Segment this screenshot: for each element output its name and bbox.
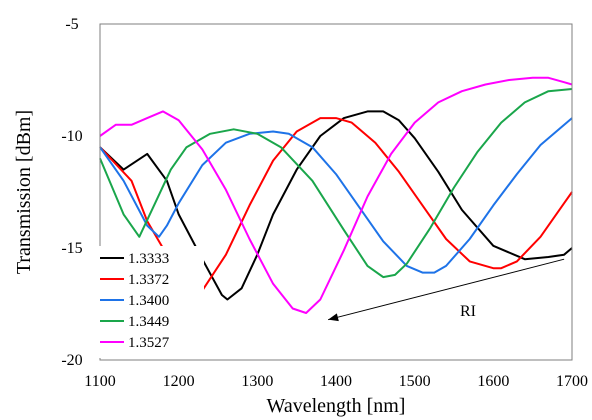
- x-tick-label: 1700: [556, 373, 588, 390]
- x-tick-label: 1400: [320, 373, 352, 390]
- legend-label-0: 1.3333: [128, 251, 169, 267]
- y-tick-label: -15: [61, 240, 82, 257]
- ri-annotation-label: RI: [460, 303, 476, 320]
- tick-layer: 1100 1200 1300 1400 1500 1600 1700 -5 -10 -15 -20: [61, 16, 588, 390]
- x-tick-label: 1200: [163, 373, 195, 390]
- legend-label-1: 1.3372: [128, 272, 169, 288]
- legend-label-2: 1.3400: [128, 293, 169, 309]
- y-axis-title: Transmission [dBm]: [13, 110, 35, 274]
- plot-frame: [99, 23, 573, 361]
- series-line-4: [99, 76, 573, 314]
- legend-box: [96, 246, 204, 358]
- legend: 1.3333 1.3372 1.3400 1.3449 1.3527: [96, 246, 204, 358]
- series-line-2: [99, 117, 573, 274]
- y-tick-label: -10: [61, 128, 82, 145]
- series-line-0: [99, 110, 573, 301]
- ri-arrow-head: [328, 313, 339, 322]
- y-tick-label: -5: [65, 16, 78, 33]
- x-tick-label: 1500: [399, 373, 431, 390]
- x-tick-label: 1300: [241, 373, 273, 390]
- y-tick-label: -20: [61, 352, 82, 369]
- ri-arrow: [328, 258, 565, 321]
- x-tick-label: 1100: [84, 373, 115, 390]
- x-axis-title: Wavelength [nm]: [267, 395, 406, 417]
- series-line-3: [99, 88, 573, 279]
- annotation-layer: RI: [328, 258, 565, 322]
- legend-label-3: 1.3449: [128, 314, 169, 330]
- x-tick-label: 1600: [477, 373, 509, 390]
- legend-label-4: 1.3527: [128, 335, 170, 351]
